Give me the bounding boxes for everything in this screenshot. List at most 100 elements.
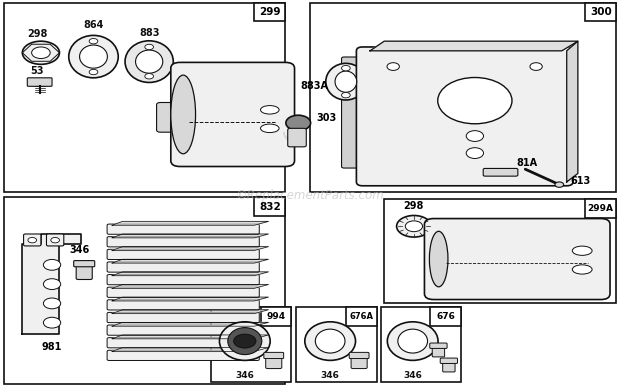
- Polygon shape: [284, 132, 299, 142]
- Circle shape: [43, 298, 61, 309]
- Bar: [585, 3, 616, 21]
- FancyBboxPatch shape: [107, 262, 259, 272]
- Circle shape: [89, 38, 98, 44]
- Circle shape: [466, 131, 484, 141]
- Text: 298: 298: [404, 201, 424, 211]
- Circle shape: [286, 115, 311, 131]
- Bar: [381, 307, 461, 382]
- Text: 883: 883: [139, 28, 159, 38]
- FancyBboxPatch shape: [157, 103, 187, 132]
- Ellipse shape: [136, 50, 163, 73]
- Ellipse shape: [260, 124, 279, 133]
- Ellipse shape: [305, 322, 355, 360]
- Polygon shape: [112, 322, 268, 326]
- Ellipse shape: [326, 63, 366, 100]
- FancyBboxPatch shape: [351, 354, 367, 368]
- Bar: [585, 199, 616, 218]
- Ellipse shape: [125, 41, 173, 82]
- FancyBboxPatch shape: [266, 354, 282, 368]
- FancyBboxPatch shape: [46, 234, 64, 246]
- FancyBboxPatch shape: [264, 353, 283, 358]
- Bar: [260, 307, 291, 326]
- Text: ©ReplacementParts.com: ©ReplacementParts.com: [236, 189, 384, 202]
- FancyBboxPatch shape: [432, 346, 445, 357]
- FancyBboxPatch shape: [171, 62, 294, 166]
- Text: 346: 346: [69, 245, 89, 255]
- Text: 81A: 81A: [516, 158, 537, 168]
- Text: 864: 864: [83, 21, 104, 31]
- Ellipse shape: [335, 71, 356, 92]
- FancyBboxPatch shape: [107, 249, 259, 260]
- Circle shape: [342, 92, 350, 98]
- Ellipse shape: [260, 106, 279, 114]
- FancyBboxPatch shape: [107, 337, 259, 348]
- FancyBboxPatch shape: [356, 47, 573, 186]
- Text: 303: 303: [317, 113, 337, 123]
- Polygon shape: [22, 234, 81, 334]
- Circle shape: [43, 279, 61, 289]
- FancyBboxPatch shape: [107, 350, 259, 360]
- FancyBboxPatch shape: [483, 168, 518, 176]
- FancyBboxPatch shape: [430, 343, 447, 348]
- Ellipse shape: [79, 45, 107, 68]
- Circle shape: [32, 47, 50, 58]
- Bar: [4, 3, 285, 192]
- Ellipse shape: [316, 329, 345, 353]
- Text: 299: 299: [259, 7, 280, 17]
- FancyBboxPatch shape: [24, 234, 41, 246]
- Text: 299A: 299A: [588, 204, 614, 213]
- FancyBboxPatch shape: [76, 264, 92, 279]
- Polygon shape: [370, 41, 578, 51]
- Text: 346: 346: [236, 371, 254, 380]
- FancyBboxPatch shape: [440, 358, 458, 363]
- FancyBboxPatch shape: [107, 224, 259, 234]
- Circle shape: [43, 259, 61, 270]
- Polygon shape: [112, 272, 268, 276]
- Circle shape: [397, 216, 432, 237]
- Text: 883A: 883A: [301, 80, 329, 91]
- Ellipse shape: [171, 75, 195, 154]
- Text: 298: 298: [28, 29, 48, 39]
- Text: 832: 832: [259, 202, 281, 212]
- Text: 53: 53: [30, 66, 43, 76]
- Circle shape: [387, 63, 399, 70]
- Circle shape: [22, 41, 60, 64]
- Polygon shape: [112, 259, 268, 263]
- Polygon shape: [112, 234, 268, 238]
- Bar: [254, 197, 285, 216]
- Ellipse shape: [219, 322, 270, 360]
- FancyBboxPatch shape: [107, 312, 259, 323]
- Polygon shape: [112, 348, 268, 351]
- Text: 613: 613: [570, 176, 591, 186]
- FancyBboxPatch shape: [107, 300, 259, 310]
- Ellipse shape: [572, 265, 592, 274]
- FancyBboxPatch shape: [425, 219, 610, 300]
- FancyBboxPatch shape: [107, 237, 259, 247]
- Bar: [254, 3, 285, 21]
- Bar: [310, 3, 616, 192]
- Text: 346: 346: [403, 371, 422, 380]
- Circle shape: [51, 238, 60, 243]
- FancyBboxPatch shape: [443, 361, 455, 372]
- Polygon shape: [112, 221, 268, 225]
- Bar: [296, 307, 377, 382]
- Circle shape: [438, 77, 512, 124]
- Text: 676A: 676A: [349, 312, 373, 321]
- Circle shape: [405, 221, 423, 232]
- Text: 346: 346: [321, 371, 340, 380]
- Circle shape: [43, 317, 61, 328]
- Text: 994: 994: [267, 312, 286, 321]
- Circle shape: [530, 63, 542, 70]
- Polygon shape: [112, 284, 268, 288]
- Circle shape: [555, 182, 564, 187]
- FancyBboxPatch shape: [349, 353, 369, 358]
- Text: 981: 981: [42, 342, 62, 352]
- FancyBboxPatch shape: [107, 287, 259, 297]
- Circle shape: [145, 74, 154, 79]
- Polygon shape: [112, 335, 268, 339]
- Polygon shape: [567, 41, 578, 182]
- Ellipse shape: [430, 231, 448, 287]
- Bar: [346, 307, 377, 326]
- Bar: [430, 307, 461, 326]
- FancyBboxPatch shape: [74, 260, 95, 267]
